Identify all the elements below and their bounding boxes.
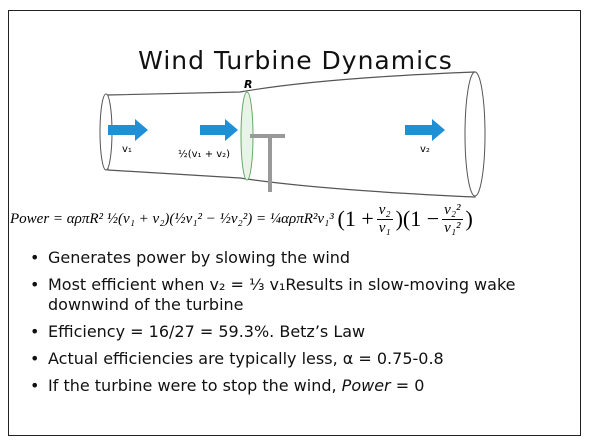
text: If the turbine were to stop the wind, <box>48 376 342 395</box>
bullet: Actual efficiencies are typically less, … <box>28 349 573 369</box>
title: Wind Turbine Dynamics <box>138 46 453 75</box>
bullet: Most efficient when v₂ = ⅓ v₁Results in … <box>28 275 573 315</box>
label: v₁ <box>122 144 132 155</box>
bullet: If the turbine were to stop the wind, Po… <box>28 376 573 396</box>
eq-part: (1 + <box>337 206 374 231</box>
text: Power <box>341 376 391 395</box>
bullet-list: Generates power by slowing the wind Most… <box>28 248 573 403</box>
outlet <box>464 71 486 197</box>
eq-part: v₂² <box>442 201 463 220</box>
arrow <box>405 119 445 141</box>
label: ½(v₁ + v₂) <box>178 148 230 160</box>
text: = 0 <box>390 376 425 395</box>
eq-part: v₁ <box>378 219 391 236</box>
bullet: Efficiency = 16/27 = 59.3%. Betz’s Law <box>28 322 573 342</box>
arrow <box>200 119 238 141</box>
eq-part: ) <box>465 206 473 231</box>
eq-part: )(1 − <box>395 206 440 231</box>
bullet: Generates power by slowing the wind <box>28 248 573 268</box>
arrow <box>108 119 148 141</box>
eq-part: Power <box>10 210 50 227</box>
frame <box>8 10 581 436</box>
label: v₂ <box>420 144 430 155</box>
fraction: v₂² v₁² <box>442 201 463 237</box>
eq-part: v₂ <box>376 201 393 220</box>
eq-part: v₁² <box>444 219 461 236</box>
eq-part: = αρπR² ½(v₁ + v₂)(½v₁² − ½v₂²) = ¼αρπR²… <box>52 210 334 227</box>
label: R <box>244 78 252 91</box>
fraction: v₂ v₁ <box>376 201 393 237</box>
equation: Power = αρπR² ½(v₁ + v₂)(½v₁² − ½v₂²) = … <box>10 194 582 244</box>
